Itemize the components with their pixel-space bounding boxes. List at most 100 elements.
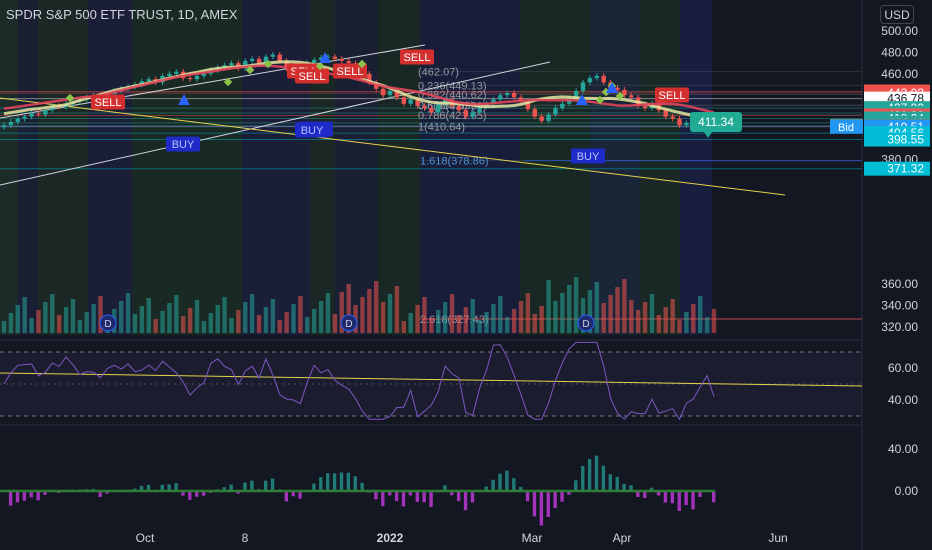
macd-bar <box>712 491 716 503</box>
signal-diamond-marker <box>315 61 325 71</box>
volume-bar <box>608 295 613 333</box>
candle-body <box>670 116 675 119</box>
macd-bar <box>636 491 640 498</box>
candle-body <box>22 116 27 119</box>
volume-bar <box>270 299 276 333</box>
volume-axis-tick: 320.00 <box>881 320 918 334</box>
macd-bar <box>374 491 378 500</box>
macd-bar <box>160 484 164 491</box>
signal-label: SELL <box>659 90 686 102</box>
macd-bar <box>601 465 606 491</box>
candle-body <box>387 90 393 96</box>
macd-bar <box>594 455 599 491</box>
volume-bar <box>449 294 455 333</box>
buy-triangle-marker <box>606 82 618 93</box>
candle-body <box>553 108 558 115</box>
trend-channel-line <box>0 61 551 186</box>
last-price-bubble-label: 411.34 <box>698 115 734 129</box>
volume-bar <box>146 298 151 333</box>
macd-bar <box>553 491 557 509</box>
candle-body <box>167 73 172 76</box>
volume-bar <box>181 316 186 333</box>
macd-bar <box>560 491 564 502</box>
macd-bar <box>505 470 509 491</box>
macd-bar <box>463 491 468 511</box>
volume-bar <box>691 304 696 333</box>
session-band <box>310 0 335 335</box>
macd-bar <box>98 491 102 498</box>
volume-bar <box>456 315 462 333</box>
candle-body <box>243 60 248 69</box>
time-axis-tick: Oct <box>136 531 155 545</box>
volume-bar <box>698 296 703 333</box>
dividend-marker[interactable] <box>577 314 595 332</box>
macd-bar <box>649 487 654 491</box>
macd-bar <box>574 480 578 491</box>
macd-bar <box>567 491 571 495</box>
fib-level-label: 0.236(449.13) <box>418 80 487 92</box>
sell-signal-badge <box>333 63 367 79</box>
volume-bar <box>256 315 262 333</box>
macd-bar <box>195 491 199 497</box>
dividend-marker[interactable] <box>340 314 358 332</box>
dividend-marker[interactable] <box>99 314 117 332</box>
volume-bar <box>63 307 69 333</box>
volume-bar <box>1 321 7 333</box>
signal-label: BUY <box>172 139 195 151</box>
fib-level-label: 1.618(378.86) <box>420 156 489 168</box>
buy-signal-badge <box>166 136 200 152</box>
trend-line-yellow <box>0 97 786 196</box>
volume-bar <box>284 312 289 333</box>
volume-bar <box>484 312 489 333</box>
candle-body <box>332 56 338 59</box>
session-band <box>132 0 242 335</box>
macd-bar <box>546 491 550 517</box>
signal-label: SELL <box>404 52 431 64</box>
volume-bar <box>539 306 544 333</box>
volume-bar <box>236 310 241 333</box>
macd-bar <box>388 491 392 496</box>
candle-body <box>311 59 317 64</box>
macd-bar <box>684 491 688 506</box>
volume-bar <box>263 307 269 333</box>
fib-level-label: 1(410.64) <box>418 122 465 134</box>
candle-body <box>470 112 475 117</box>
macd-bar <box>181 491 185 496</box>
candle-body <box>8 121 14 126</box>
time-axis-tick: 2022 <box>377 531 404 545</box>
macd-bar <box>581 465 585 491</box>
price-axis-tick: 500.00 <box>881 24 918 38</box>
candle-body <box>367 73 372 83</box>
fib-level-label: 0.382(440.62) <box>418 90 487 102</box>
candle-body <box>415 99 420 106</box>
candle-body <box>201 73 207 76</box>
candle-body <box>270 54 276 57</box>
volume-bar <box>98 296 103 333</box>
price-axis-tick: 460.00 <box>881 67 918 81</box>
candle-body <box>573 90 579 100</box>
macd-axis-tick: 0.00 <box>895 484 919 498</box>
candle-body <box>146 79 151 82</box>
volume-bar <box>615 287 620 333</box>
session-band <box>335 0 378 335</box>
signal-label: BUY <box>577 151 600 163</box>
volume-bar <box>132 314 138 333</box>
currency-button[interactable]: USD <box>880 5 914 24</box>
candle-body <box>256 58 262 64</box>
volume-bar <box>380 302 386 333</box>
volume-bar <box>125 293 131 333</box>
volume-bar <box>43 302 48 333</box>
macd-bar <box>663 491 668 503</box>
time-axis-tick: Jun <box>768 531 787 545</box>
signal-diamond-marker <box>223 77 233 87</box>
signal-diamond-marker <box>65 93 75 103</box>
candle-body <box>346 60 351 64</box>
candle-body <box>36 113 41 115</box>
volume-bar <box>8 313 14 333</box>
candle-body <box>663 110 668 117</box>
volume-bar <box>50 294 55 333</box>
volume-bar <box>518 301 524 333</box>
candle-body <box>477 105 482 113</box>
macd-bar <box>381 491 385 507</box>
